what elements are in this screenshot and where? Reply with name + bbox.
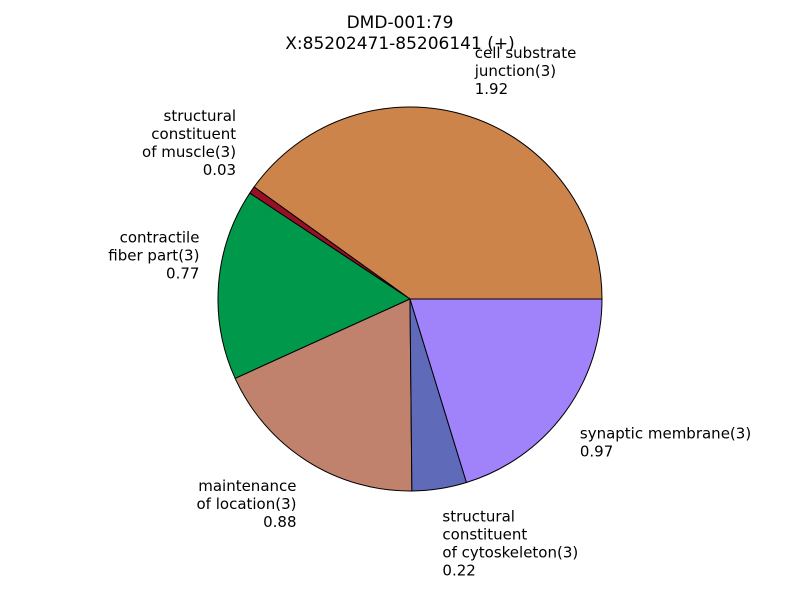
chart-title-line: X:85202471-85206141 (+)	[285, 34, 514, 54]
slice-label: structural constituent of cytoskeleton(3) 0…	[442, 508, 578, 580]
slice-label-line: structural	[164, 107, 237, 125]
chart-title: DMD-001:79X:85202471-85206141 (+)	[285, 13, 514, 54]
slice-label-line: 0.22	[442, 562, 475, 580]
slice-label-line: constituent	[151, 125, 236, 143]
slice-label-line: 0.03	[203, 161, 236, 179]
slice-label-line: of muscle(3)	[142, 143, 236, 161]
slice-label: maintenance of location(3) 0.88	[197, 477, 297, 531]
pie-slice	[253, 106, 603, 300]
slice-label-line: contractile	[120, 228, 200, 246]
pie-slice	[217, 192, 411, 379]
slice-label: synaptic membrane(3) 0.97	[580, 424, 751, 460]
slice-label-line: constituent	[442, 526, 527, 544]
pie-slice	[409, 298, 603, 484]
slice-label-line: cell substrate	[475, 44, 577, 62]
slice-label-line: 0.88	[263, 513, 296, 531]
pie-slice	[234, 298, 413, 492]
slice-label-line: synaptic membrane(3)	[580, 424, 751, 442]
slice-label-line: maintenance	[198, 477, 296, 495]
slice-label-line: 1.92	[475, 80, 508, 98]
slice-label: cell substrate junction(3) 1.92	[474, 44, 577, 98]
slice-label-line: junction(3)	[474, 62, 556, 80]
slice-label: structural constituent of muscle(3) 0.03	[142, 107, 236, 179]
pie-slices	[217, 106, 603, 492]
slice-label-line: fiber part(3)	[108, 246, 199, 264]
slice-label: contractile fiber part(3) 0.77	[108, 228, 199, 282]
slice-label-line: 0.77	[166, 264, 199, 282]
slice-label-line: of location(3)	[197, 495, 297, 513]
slice-label-line: 0.97	[580, 442, 613, 460]
slice-label-line: of cytoskeleton(3)	[442, 544, 578, 562]
slice-label-line: structural	[442, 508, 515, 526]
chart-title-line: DMD-001:79	[347, 13, 454, 33]
